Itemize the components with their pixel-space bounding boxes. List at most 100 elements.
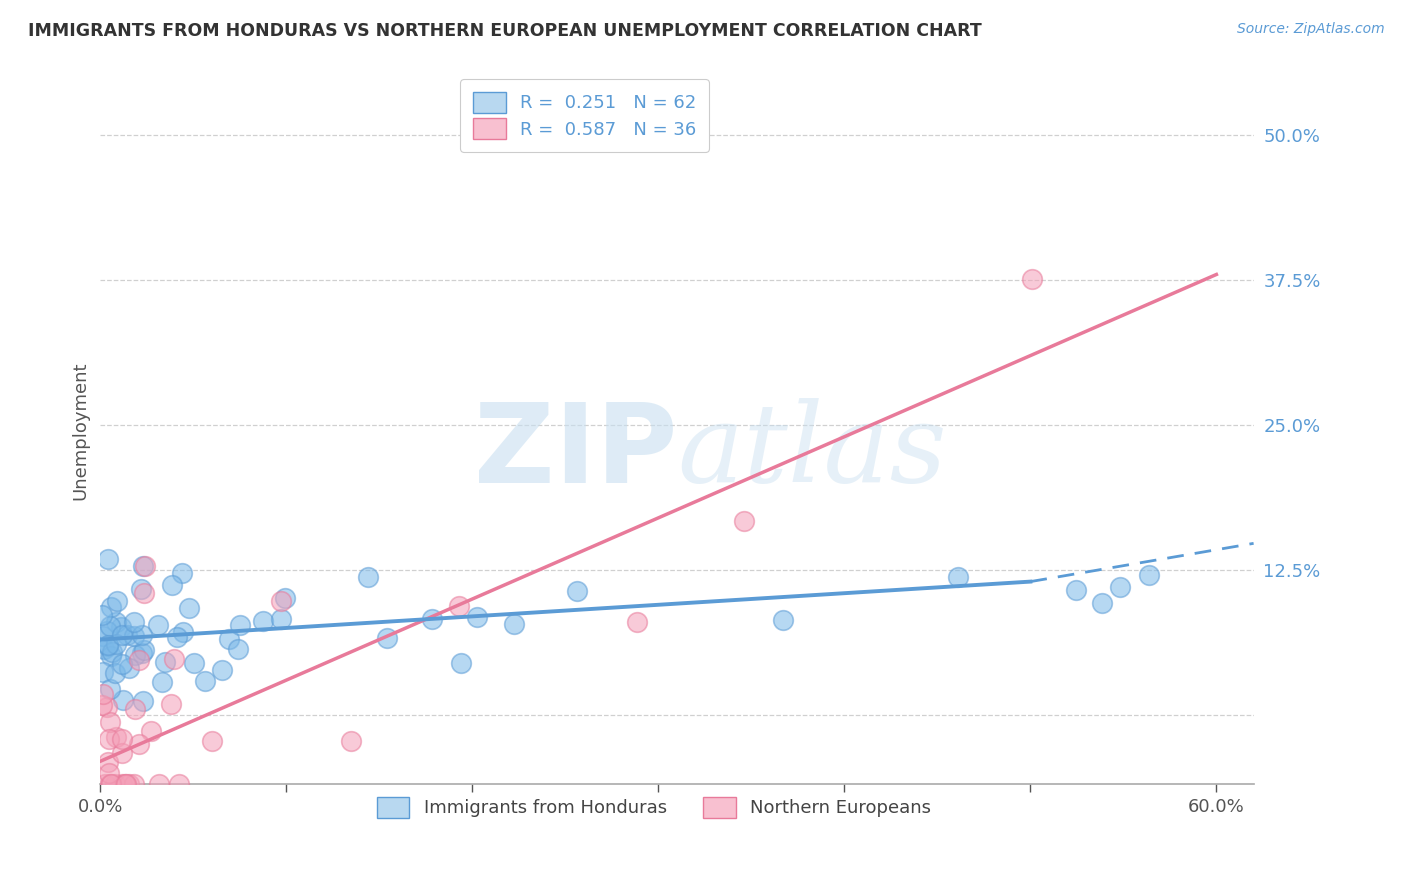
Point xyxy=(172,624,194,639)
Point xyxy=(183,657,205,671)
Point xyxy=(131,628,153,642)
Point xyxy=(420,612,443,626)
Point xyxy=(104,730,127,744)
Point xyxy=(91,608,114,623)
Point xyxy=(132,694,155,708)
Point xyxy=(97,766,120,780)
Point xyxy=(153,655,176,669)
Point xyxy=(134,642,156,657)
Point xyxy=(111,628,134,642)
Point xyxy=(96,700,118,714)
Point xyxy=(167,777,190,791)
Point xyxy=(160,578,183,592)
Point xyxy=(449,599,471,613)
Point xyxy=(270,611,292,625)
Point xyxy=(218,632,240,647)
Point xyxy=(166,630,188,644)
Legend: Immigrants from Honduras, Northern Europeans: Immigrants from Honduras, Northern Europ… xyxy=(370,789,938,825)
Point xyxy=(91,629,114,643)
Point xyxy=(104,777,127,791)
Y-axis label: Unemployment: Unemployment xyxy=(72,361,89,500)
Point xyxy=(139,724,162,739)
Point xyxy=(91,687,114,701)
Point xyxy=(1108,580,1130,594)
Point xyxy=(111,747,134,761)
Point xyxy=(122,615,145,629)
Point xyxy=(97,639,120,653)
Point xyxy=(98,732,121,747)
Point xyxy=(91,698,114,713)
Point xyxy=(733,514,755,528)
Point xyxy=(100,600,122,615)
Point xyxy=(163,651,186,665)
Point xyxy=(148,777,170,791)
Point xyxy=(128,653,150,667)
Point xyxy=(211,663,233,677)
Point xyxy=(98,619,121,633)
Point xyxy=(201,733,224,747)
Point xyxy=(98,682,121,697)
Point xyxy=(252,614,274,628)
Point xyxy=(375,631,398,645)
Point xyxy=(101,645,124,659)
Point xyxy=(110,657,132,671)
Point xyxy=(1064,582,1087,597)
Point xyxy=(124,777,146,791)
Text: IMMIGRANTS FROM HONDURAS VS NORTHERN EUROPEAN UNEMPLOYMENT CORRELATION CHART: IMMIGRANTS FROM HONDURAS VS NORTHERN EUR… xyxy=(28,22,981,40)
Point xyxy=(131,646,153,660)
Point xyxy=(124,701,146,715)
Point xyxy=(97,638,120,652)
Point xyxy=(112,693,135,707)
Point xyxy=(339,734,361,748)
Point xyxy=(177,601,200,615)
Point xyxy=(124,648,146,662)
Point xyxy=(450,656,472,670)
Point xyxy=(357,570,380,584)
Point xyxy=(270,594,292,608)
Point xyxy=(132,585,155,599)
Point xyxy=(105,637,128,651)
Point xyxy=(946,569,969,583)
Text: atlas: atlas xyxy=(676,399,946,506)
Point xyxy=(274,591,297,606)
Point xyxy=(111,731,134,746)
Point xyxy=(98,777,121,791)
Point xyxy=(91,665,114,679)
Point xyxy=(1091,596,1114,610)
Point xyxy=(1137,568,1160,582)
Point xyxy=(118,777,141,791)
Point xyxy=(565,583,588,598)
Point xyxy=(150,674,173,689)
Point xyxy=(229,618,252,632)
Point xyxy=(146,618,169,632)
Point xyxy=(1021,272,1043,286)
Point xyxy=(226,642,249,657)
Point xyxy=(122,628,145,642)
Point xyxy=(134,558,156,573)
Point xyxy=(115,628,138,642)
Point xyxy=(96,624,118,638)
Point xyxy=(114,777,136,791)
Point xyxy=(465,610,488,624)
Point xyxy=(105,615,128,629)
Point xyxy=(100,777,122,791)
Text: ZIP: ZIP xyxy=(474,399,676,506)
Point xyxy=(626,615,648,630)
Point xyxy=(93,642,115,657)
Point xyxy=(93,777,115,791)
Point xyxy=(111,777,134,791)
Point xyxy=(104,666,127,681)
Point xyxy=(97,755,120,769)
Point xyxy=(132,558,155,573)
Point xyxy=(129,582,152,596)
Point xyxy=(97,552,120,566)
Point xyxy=(128,737,150,751)
Text: Source: ZipAtlas.com: Source: ZipAtlas.com xyxy=(1237,22,1385,37)
Point xyxy=(98,715,121,730)
Point xyxy=(503,617,526,632)
Point xyxy=(159,697,181,711)
Point xyxy=(172,566,194,581)
Point xyxy=(194,673,217,688)
Point xyxy=(114,777,136,791)
Point xyxy=(110,620,132,634)
